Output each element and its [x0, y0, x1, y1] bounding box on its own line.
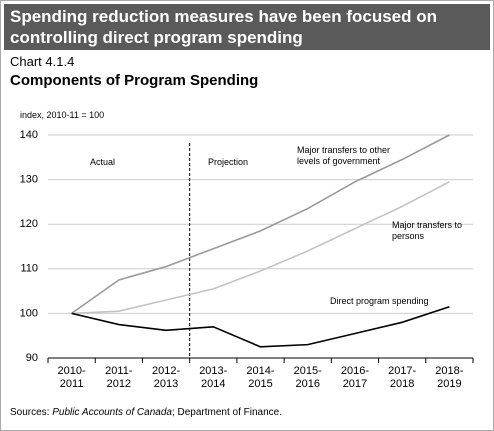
series-label: Major transfers to other levels of gover… — [297, 145, 391, 166]
x-tick-label: 2013-2014 — [199, 365, 228, 390]
source-suffix: ; Department of Finance. — [171, 407, 283, 418]
annotation: Projection — [208, 157, 249, 167]
source-prefix: Sources: — [10, 407, 53, 418]
header-bg — [4, 4, 490, 50]
series-line — [71, 181, 450, 315]
x-tick-label: 2010-2011 — [57, 365, 86, 390]
y-tick-label: 130 — [20, 174, 38, 186]
y-tick-label: 120 — [20, 218, 38, 230]
chart-label: Chart 4.1.4 — [10, 54, 75, 69]
chart-title: Components of Program Spending — [10, 72, 259, 89]
y-axis-label: index, 2010-11 = 100 — [20, 110, 105, 120]
x-tick-label: 2016-2017 — [340, 365, 369, 390]
x-tick-label: 2017-2018 — [388, 365, 417, 390]
x-tick-label: 2018-2019 — [435, 365, 464, 390]
series-label: Major transfers to persons — [392, 220, 463, 241]
x-tick-label: 2011-2012 — [105, 365, 133, 390]
y-tick-label: 100 — [20, 307, 38, 319]
x-tick-label: 2014-2015 — [246, 365, 275, 390]
y-tick-label: 110 — [20, 263, 38, 275]
annotation: Actual — [90, 157, 116, 167]
source: Sources: Public Accounts of Canada; Depa… — [10, 407, 282, 418]
series-line — [71, 134, 450, 315]
header-title: Spending reduction measures have been fo… — [10, 7, 437, 47]
x-tick-label: 2012-2013 — [151, 365, 181, 390]
series-label: Direct program spending — [330, 296, 429, 306]
source-italic: Public Accounts of Canada — [52, 407, 172, 418]
series-line — [71, 305, 450, 348]
y-tick-label: 140 — [20, 129, 38, 141]
x-tick-label: 2015-2016 — [293, 365, 322, 390]
y-tick-label: 90 — [26, 352, 38, 364]
